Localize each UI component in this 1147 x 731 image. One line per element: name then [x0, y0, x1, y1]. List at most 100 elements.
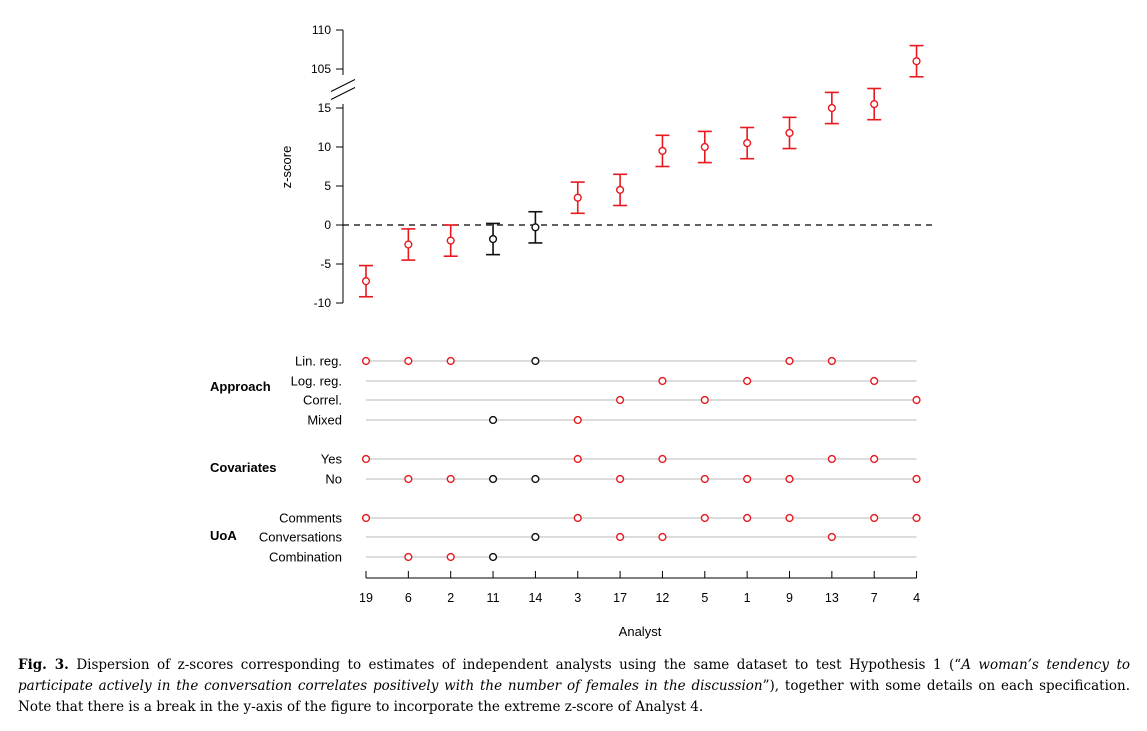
spec-marker [785, 356, 794, 366]
y-tick-label: -10 [314, 296, 332, 310]
y-tick-label: 110 [312, 23, 331, 37]
spec-marker [785, 474, 794, 484]
spec-marker [743, 376, 752, 386]
spec-marker [912, 513, 921, 523]
error-bars [359, 44, 924, 298]
row-label: Yes [321, 452, 343, 467]
y-axis: -10 -5 0 5 10 15 105 110 [311, 23, 356, 310]
x-tick-label: 12 [655, 591, 669, 605]
spec-marker [404, 474, 413, 484]
spec-marker [615, 474, 625, 484]
x-tick-label: 3 [574, 591, 581, 605]
z-score-point [573, 193, 582, 202]
spec-marker [700, 513, 709, 523]
spec-marker [870, 513, 879, 523]
caption-quote: A woman’s tendency to participate active… [18, 657, 1130, 694]
spec-marker [870, 376, 879, 386]
spec-marker [615, 395, 625, 405]
row-label: No [325, 472, 342, 487]
z-score-point [912, 57, 921, 66]
spec-marker [488, 474, 498, 484]
spec-marker [361, 454, 371, 464]
y-tick-label: 10 [318, 140, 332, 154]
group-label: UoA [210, 528, 237, 543]
z-score-point [404, 240, 413, 249]
spec-marker [488, 415, 498, 425]
z-score-point [827, 103, 836, 113]
spec-marker [700, 474, 709, 484]
group-label: Approach [210, 379, 271, 394]
x-tick-label: 11 [487, 591, 500, 605]
y-tick-label: 0 [324, 218, 331, 232]
z-score-point [446, 236, 455, 245]
x-tick-label: 4 [913, 591, 920, 605]
spec-marker [785, 513, 794, 523]
spec-marker [658, 376, 667, 386]
spec-marker [912, 395, 921, 405]
row-label: Log. reg. [291, 374, 342, 389]
spec-marker [361, 513, 371, 523]
spec-marker [912, 474, 921, 484]
caption-text-after: ”), together with some details on each s… [18, 678, 1130, 715]
axis-break-mark [330, 87, 356, 100]
z-score-point [658, 146, 667, 156]
x-tick-label: 9 [786, 591, 793, 605]
x-tick-label: 1 [744, 591, 751, 605]
caption-text-before: Dispersion of z-scores corresponding to … [68, 657, 962, 673]
spec-marker [404, 356, 413, 366]
spec-marker [361, 356, 371, 366]
spec-marker [827, 356, 836, 366]
spec-marker [446, 474, 455, 484]
y-tick-label: 15 [318, 101, 332, 115]
x-tick-label: 14 [528, 591, 542, 605]
z-score-point [743, 139, 752, 148]
x-axis: 19 6 2 11 14 3 17 12 5 1 9 13 7 4 [359, 571, 920, 605]
spec-marker [827, 532, 836, 542]
caption-label: Fig. 3. [18, 657, 69, 673]
spec-marker [658, 454, 667, 464]
spec-marker [531, 532, 540, 542]
x-axis-label: Analyst [619, 624, 662, 639]
figure-caption: Fig. 3. Dispersion of z-scores correspon… [18, 655, 1130, 718]
spec-marker [743, 474, 752, 484]
x-tick-label: 7 [871, 591, 878, 605]
spec-marker [743, 513, 752, 523]
x-tick-label: 2 [447, 591, 454, 605]
row-label: Conversations [259, 530, 343, 545]
spec-marker [573, 415, 582, 425]
z-score-point [531, 223, 540, 232]
spec-marker [531, 474, 540, 484]
spec-marker [870, 454, 879, 464]
spec-marker [573, 454, 582, 464]
spec-marker [488, 552, 498, 562]
spec-marker [700, 395, 709, 405]
spec-marker [404, 552, 413, 562]
spec-marker [531, 356, 540, 366]
spec-marker [827, 454, 836, 464]
specification-tracks: Approach Lin. reg. Log. reg. Correl. Mixed Co… [210, 354, 921, 565]
x-tick-label: 6 [405, 591, 412, 605]
spec-marker [573, 513, 582, 523]
spec-marker [446, 356, 455, 366]
row-label: Lin. reg. [295, 354, 342, 369]
spec-marker [658, 532, 667, 542]
y-tick-label: -5 [320, 257, 331, 271]
z-score-point [700, 142, 709, 152]
row-label: Comments [279, 511, 342, 526]
x-tick-label: 5 [701, 591, 708, 605]
row-label: Correl. [303, 393, 342, 408]
y-tick-label: 5 [324, 179, 331, 193]
y-tick-label: 105 [311, 62, 331, 76]
row-label: Mixed [307, 413, 342, 428]
z-score-point [785, 128, 794, 138]
row-label: Combination [269, 550, 342, 565]
group-label: Covariates [210, 460, 276, 475]
z-score-point [870, 99, 879, 109]
spec-marker [446, 552, 455, 562]
z-score-point [361, 277, 371, 286]
x-tick-label: 13 [825, 591, 839, 605]
axis-break-mark [330, 79, 356, 92]
spec-marker [615, 532, 625, 542]
x-tick-label: 17 [613, 591, 627, 605]
